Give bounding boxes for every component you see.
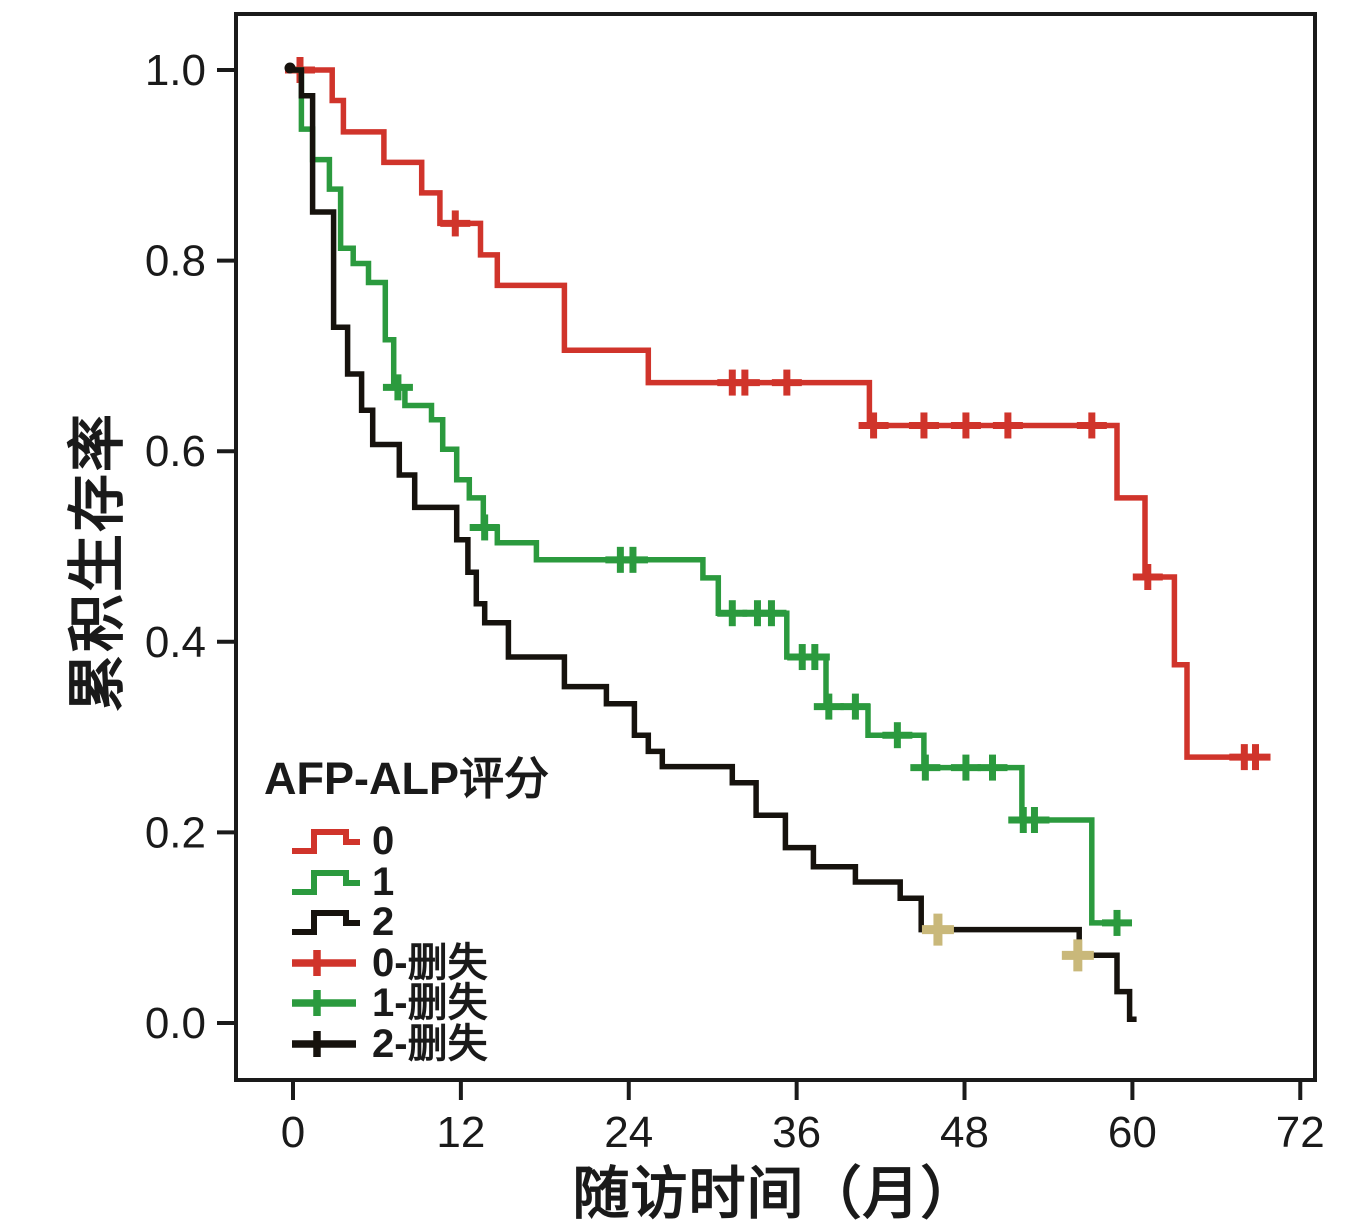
legend-item-label: 1-删失: [372, 981, 488, 1026]
y-tick-label: 0.2: [145, 808, 206, 857]
y-tick-label: 1.0: [145, 46, 206, 95]
legend-step-swatch: [292, 910, 360, 936]
step-glyph: [292, 910, 360, 936]
legend-step-swatch: [292, 829, 360, 855]
legend-item-label: 2-删失: [372, 1021, 488, 1066]
legend-item-2-删失: 2-删失: [290, 1024, 604, 1065]
origin-dot: [284, 62, 296, 74]
km-curve-0: [293, 67, 1267, 760]
x-tick-label: 24: [604, 1108, 653, 1157]
x-tick-label: 72: [1276, 1108, 1325, 1157]
legend-item-1: 1: [290, 862, 604, 903]
legend-censor-icon: [292, 990, 356, 1017]
x-tick-label: 12: [436, 1108, 485, 1157]
plot-frame: [234, 12, 1317, 1082]
legend-step-swatch: [292, 869, 360, 895]
legend-censor-icon: [292, 1030, 356, 1057]
legend-item-label: 1: [372, 859, 395, 904]
y-axis-title: 累积生存率: [65, 411, 130, 713]
step-glyph: [292, 829, 360, 855]
km-curve-2: [293, 67, 1137, 1022]
legend-item-0: 0: [290, 821, 604, 862]
legend-item-2: 2: [290, 902, 604, 943]
legend: AFP-ALP评分 0 1 2 0-删失 1-删失 2-删失: [264, 742, 604, 1064]
legend-item-label: 0: [372, 819, 395, 864]
legend-item-1-删失: 1-删失: [290, 983, 604, 1024]
y-tick-label: 0.4: [145, 618, 206, 667]
legend-rows: 0 1 2 0-删失 1-删失 2-删失: [264, 821, 604, 1064]
y-tick-label: 0.0: [145, 999, 206, 1048]
y-tick-label: 0.8: [145, 237, 206, 286]
legend-title: AFP-ALP评分: [264, 753, 549, 804]
y-tick-label: 0.6: [145, 427, 206, 476]
legend-item-label: 0-删失: [372, 940, 488, 985]
x-tick-label: 0: [281, 1108, 305, 1157]
legend-censor-icon: [292, 949, 356, 976]
x-axis-title: 随访时间（月）: [572, 1162, 979, 1226]
x-tick-label: 36: [772, 1108, 821, 1157]
legend-item-0-删失: 0-删失: [290, 943, 604, 984]
step-glyph: [292, 869, 360, 895]
x-tick-label: 60: [1108, 1108, 1157, 1157]
x-tick-label: 48: [940, 1108, 989, 1157]
legend-item-label: 2: [372, 900, 395, 945]
